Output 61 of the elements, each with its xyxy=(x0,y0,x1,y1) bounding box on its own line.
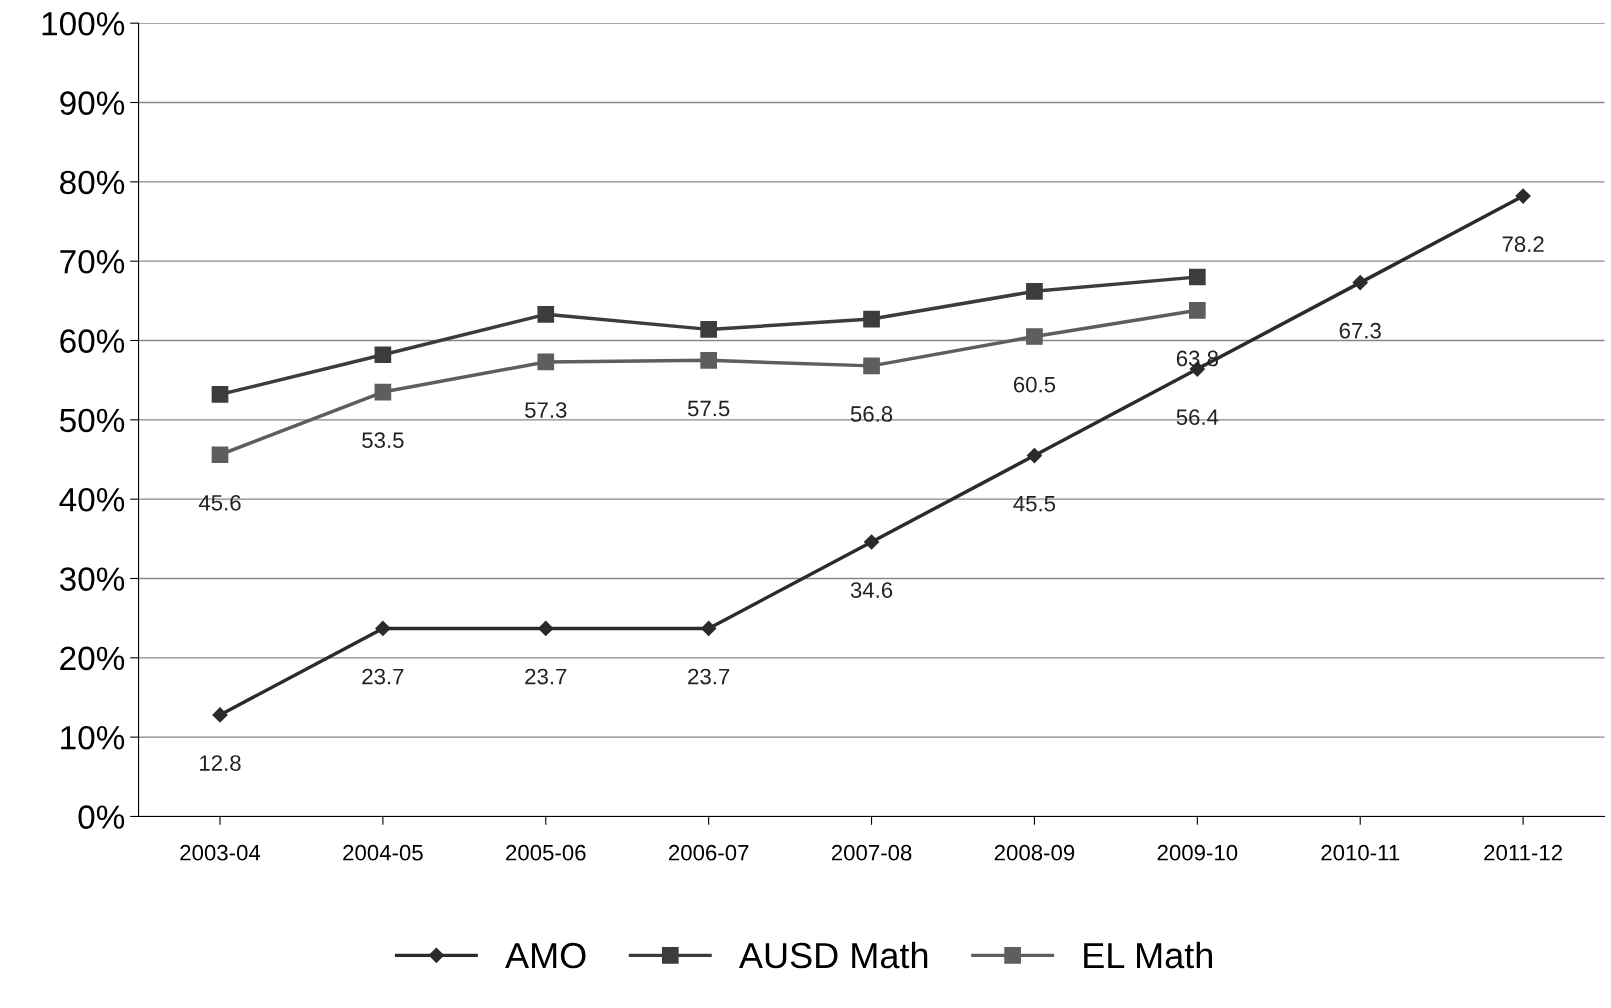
y-tick-label: 0% xyxy=(78,805,125,829)
data-label: 60.5 xyxy=(1013,376,1056,393)
point xyxy=(863,534,880,550)
x-tick-label: 2004-05 xyxy=(343,844,423,861)
point xyxy=(700,321,717,338)
point xyxy=(1188,268,1206,286)
point xyxy=(537,353,555,371)
y-tick-label: 60% xyxy=(60,329,125,353)
point xyxy=(1515,188,1531,204)
data-label: 23.7 xyxy=(688,668,730,685)
point xyxy=(863,357,880,375)
x-tick-label: 2009-10 xyxy=(1157,844,1238,861)
x-tick-label: 2011-12 xyxy=(1484,844,1562,861)
point xyxy=(537,305,555,323)
point xyxy=(700,352,717,369)
point xyxy=(701,620,717,637)
point xyxy=(1188,302,1206,319)
x-tick-label: 2010-11 xyxy=(1321,844,1400,861)
y-tick-label: 20% xyxy=(60,646,125,671)
data-label: 23.7 xyxy=(525,668,567,685)
point xyxy=(1026,328,1043,345)
point xyxy=(1026,447,1043,464)
data-label: 45.6 xyxy=(198,494,241,511)
point xyxy=(211,386,229,403)
data-label: 57.5 xyxy=(687,400,730,417)
y-tick-label: 80% xyxy=(60,170,125,195)
data-label: 34.6 xyxy=(850,582,893,598)
data-label: 12.8 xyxy=(200,755,241,771)
point xyxy=(211,446,229,464)
point xyxy=(1026,282,1043,300)
data-label: 63.8 xyxy=(1176,350,1218,367)
point xyxy=(538,620,554,637)
y-tick-label: 70% xyxy=(60,249,125,274)
point xyxy=(1352,275,1368,291)
data-label: 67.3 xyxy=(1339,322,1381,339)
x-tick-label: 2006-07 xyxy=(669,844,749,861)
point xyxy=(374,346,392,364)
y-tick-label: 10% xyxy=(61,725,125,750)
point xyxy=(375,620,391,637)
y-tick-label: 40% xyxy=(59,487,125,512)
point xyxy=(212,707,228,723)
y-tick-label: 30% xyxy=(59,567,125,591)
data-label: 57.3 xyxy=(525,402,567,418)
data-label: 45.5 xyxy=(1013,495,1056,512)
legend-label: AUSD Math xyxy=(738,941,928,969)
point xyxy=(863,310,880,328)
legend-label: EL Math xyxy=(1084,941,1212,969)
data-label: 78.2 xyxy=(1502,236,1544,253)
legend-label: AMO xyxy=(505,942,586,969)
x-tick-label: 2008-09 xyxy=(994,844,1075,861)
y-tick-label: 90% xyxy=(60,91,125,115)
x-tick-label: 2005-06 xyxy=(506,844,586,861)
x-tick-label: 2007-08 xyxy=(831,844,912,861)
data-label: 56.4 xyxy=(1176,409,1219,426)
x-tick-label: 2003-04 xyxy=(180,844,261,861)
y-tick-label: 50% xyxy=(59,408,125,433)
y-tick-label: 100% xyxy=(42,11,125,36)
point xyxy=(374,383,392,401)
data-label: 56.8 xyxy=(850,406,893,422)
data-label: 53.5 xyxy=(362,432,404,449)
data-label: 23.7 xyxy=(362,668,404,685)
